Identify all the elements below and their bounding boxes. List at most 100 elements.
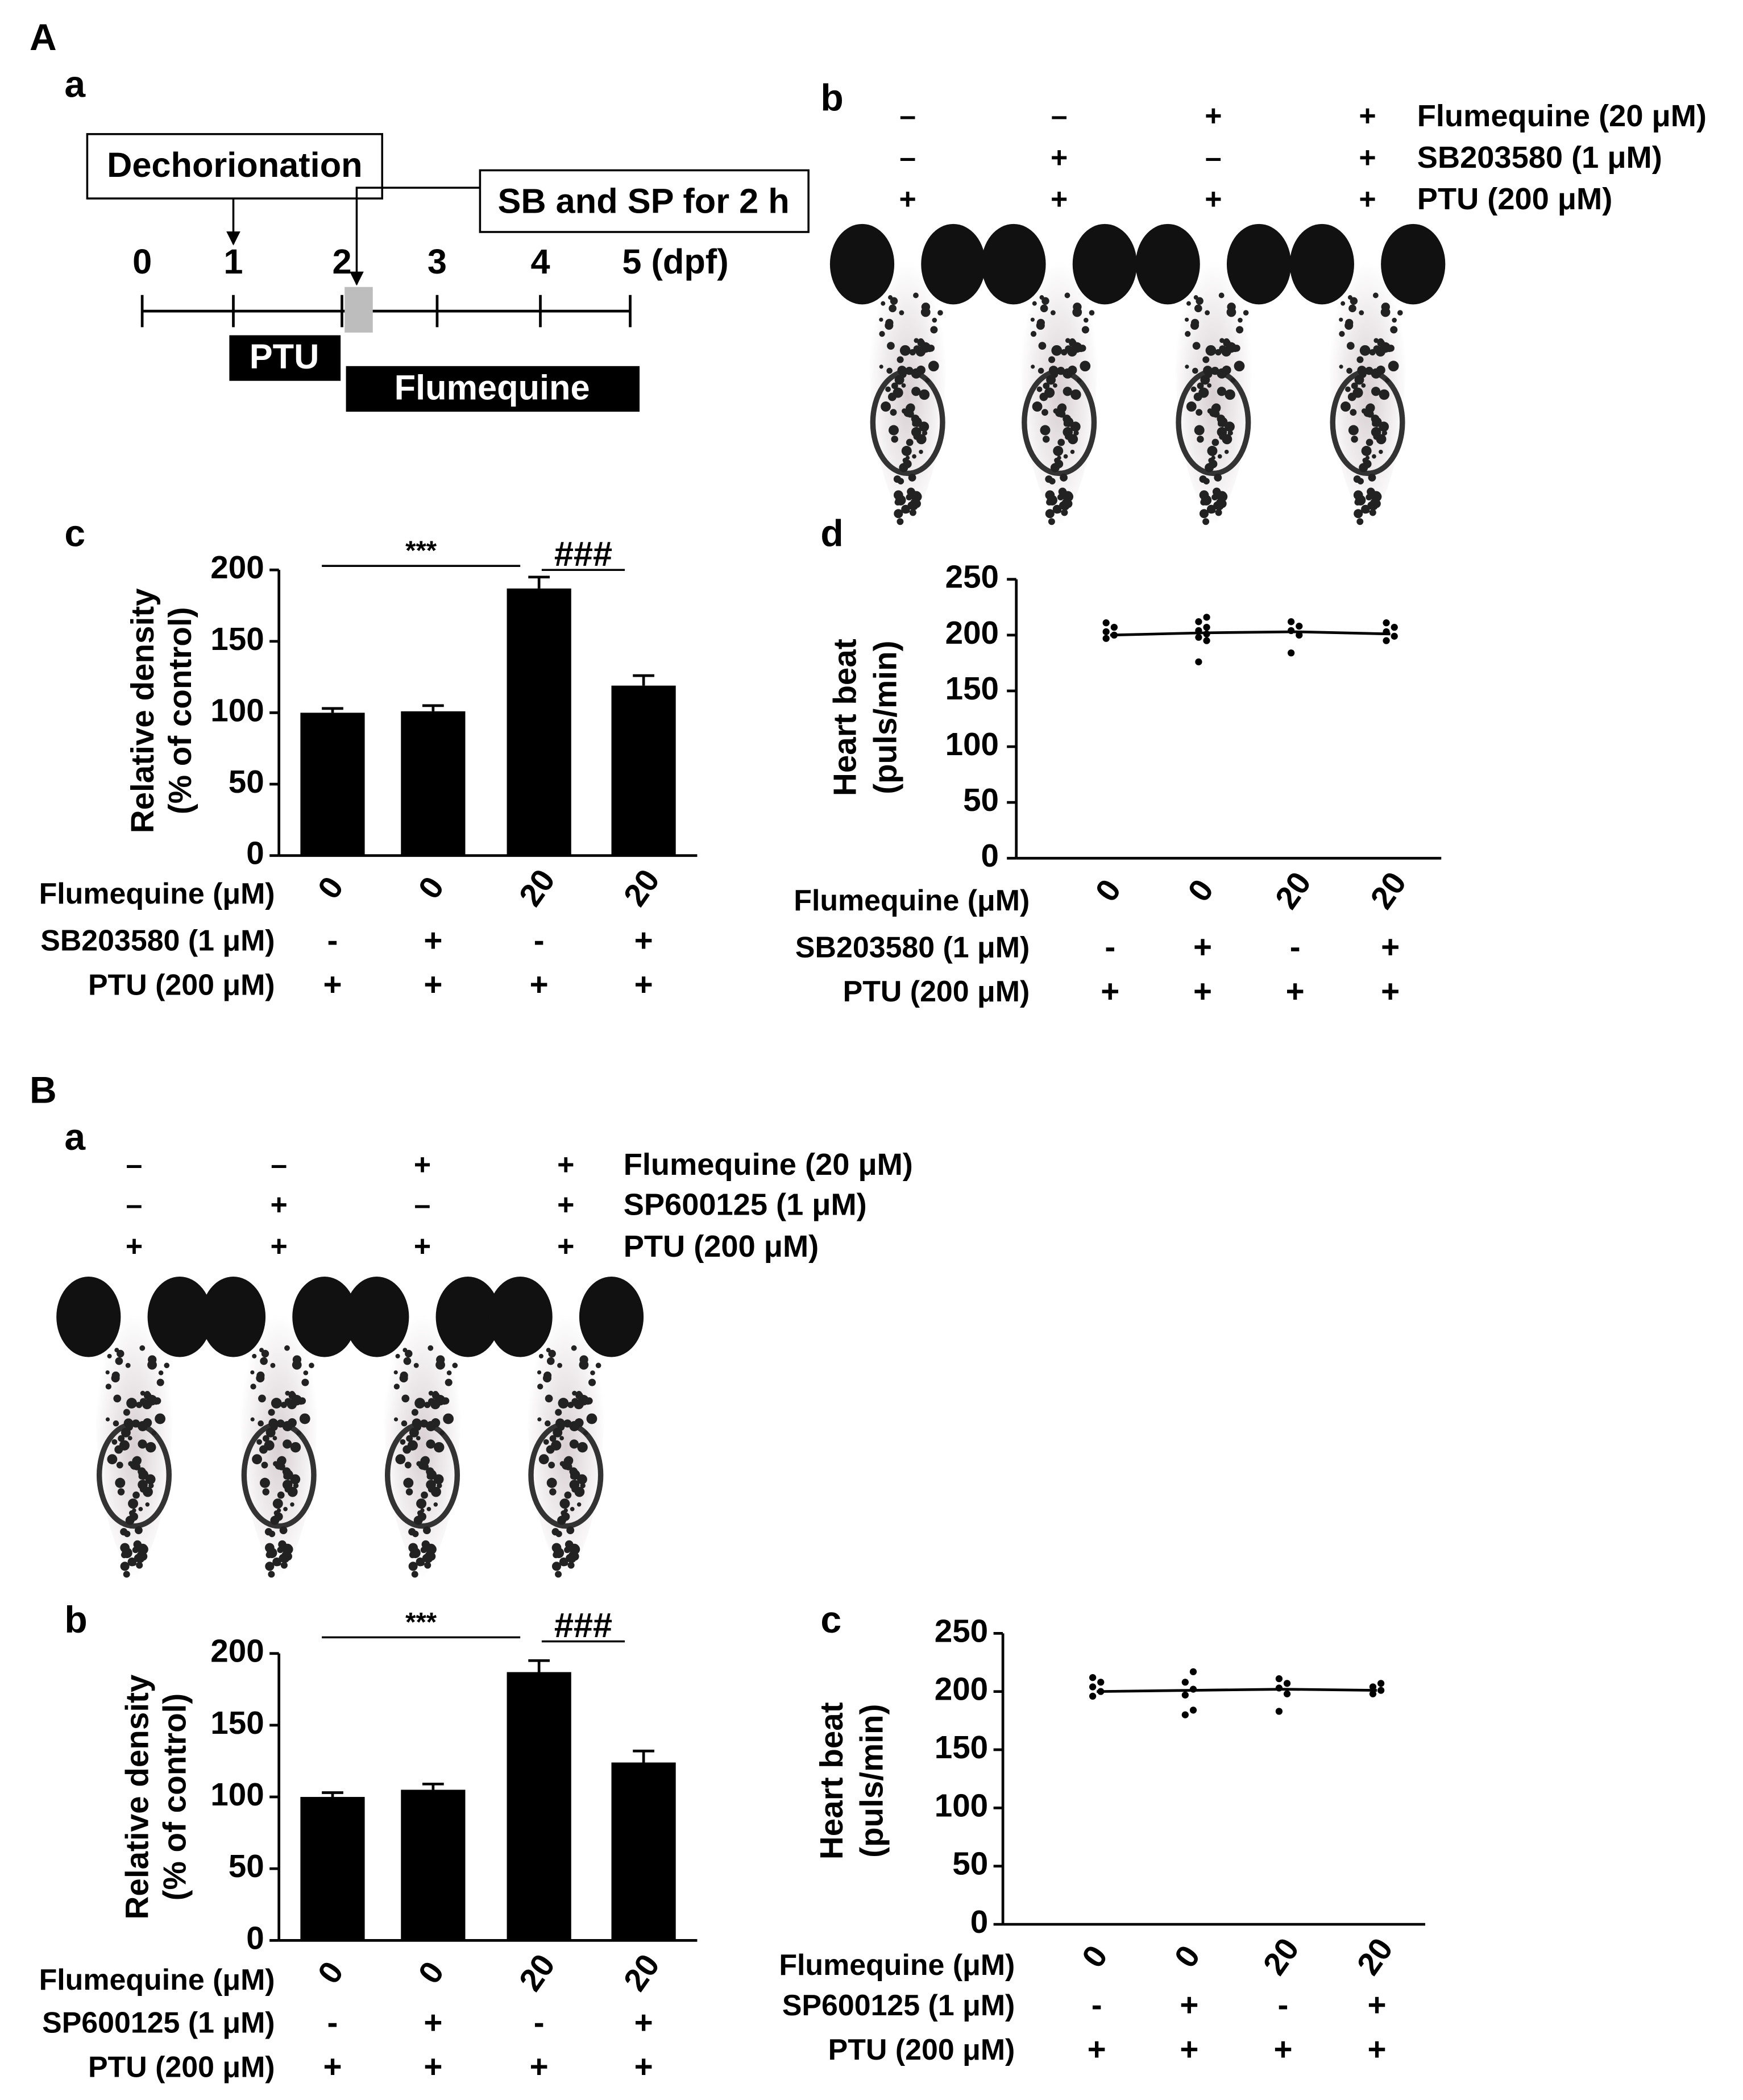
data-point <box>1377 1680 1385 1687</box>
treatment-sign: + <box>1359 182 1376 215</box>
condition-sign: + <box>634 2049 653 2085</box>
bar-label: PTU <box>250 337 319 376</box>
data-point <box>1203 637 1210 644</box>
condition-sign: + <box>530 2049 549 2085</box>
y-tick-label: 0 <box>970 1904 988 1940</box>
condition-sign: + <box>1381 973 1400 1009</box>
box-label: Dechorionation <box>107 145 363 184</box>
treatment-sign: – <box>899 99 916 132</box>
y-tick-label: 250 <box>945 559 999 595</box>
timeline-diagram: Dechorionation SB and SP for 2 h PTU Flu… <box>86 133 810 412</box>
condition-sign: + <box>424 922 442 958</box>
treatment-sign: + <box>414 1229 431 1262</box>
condition-sign: + <box>323 967 342 1003</box>
data-point <box>1275 1708 1283 1715</box>
condition-sign: + <box>634 967 653 1003</box>
y-tick-label: 100 <box>210 692 264 728</box>
bar <box>507 588 571 856</box>
y-tick-label: 200 <box>935 1671 988 1707</box>
panel-label: a <box>64 63 86 105</box>
bar-label: Flumequine <box>395 367 590 407</box>
mean-line <box>1097 1688 1377 1693</box>
x-tick-label: 20 <box>617 1948 667 1998</box>
x-tick-label: 20 <box>1256 1932 1306 1982</box>
x-tick-label: 0 <box>1075 1939 1115 1974</box>
data-point <box>1195 633 1202 641</box>
time-tick-label: 1 <box>223 242 243 281</box>
time-tick-label: 2 <box>332 242 351 281</box>
data-point <box>1181 1679 1189 1686</box>
bar <box>401 711 466 856</box>
condition-sign: + <box>323 2049 342 2085</box>
y-axis-label: Heart beat <box>827 639 863 796</box>
data-point <box>1283 1690 1291 1697</box>
ptu-bar <box>229 335 341 381</box>
y-tick-label: 50 <box>952 1846 988 1882</box>
significance-label: *** <box>405 535 437 565</box>
x-tick-label: 20 <box>512 863 562 913</box>
y-axis-label: (puls/min) <box>854 1704 890 1858</box>
data-point <box>1287 618 1295 626</box>
y-tick-label: 100 <box>210 1776 264 1812</box>
time-tick-label: 3 <box>428 242 447 281</box>
condition-sign: + <box>1088 2031 1106 2067</box>
y-tick-label: 150 <box>210 621 264 657</box>
condition-sign: + <box>634 2004 653 2040</box>
y-tick-label: 250 <box>935 1613 988 1648</box>
treatment-sign: + <box>1051 182 1068 215</box>
x-tick-label: 20 <box>1350 1932 1400 1982</box>
data-point <box>1296 623 1303 630</box>
condition-label: SB203580 (1 μM) <box>795 930 1030 963</box>
treatment-sign: + <box>1051 140 1068 173</box>
panel-label: a <box>64 1116 86 1158</box>
data-point <box>1097 1679 1105 1686</box>
box-label: SB and SP for 2 h <box>498 181 790 221</box>
data-point <box>1189 1668 1197 1676</box>
y-tick-label: 100 <box>935 1787 988 1823</box>
treatment-label: Flumequine (20 μM) <box>624 1148 913 1182</box>
larva-image <box>488 1277 644 1580</box>
condition-sign: + <box>1381 929 1400 965</box>
x-axis-label: Flumequine (μM) <box>794 884 1030 917</box>
y-tick-label: 200 <box>210 1633 264 1669</box>
data-point <box>1203 614 1210 621</box>
bar <box>300 1797 365 1941</box>
bar <box>507 1672 571 1941</box>
larva-image <box>1290 224 1446 527</box>
treatment-box <box>479 169 810 233</box>
treatment-sign: + <box>414 1148 431 1181</box>
data-point <box>1102 619 1110 627</box>
treatment-sign: + <box>1359 140 1376 173</box>
data-point <box>1189 1706 1197 1714</box>
y-tick-label: 50 <box>963 782 999 818</box>
treatment-sign: – <box>126 1148 143 1181</box>
y-tick-label: 150 <box>210 1705 264 1741</box>
condition-sign: - <box>534 2004 545 2040</box>
data-point <box>1391 632 1398 640</box>
condition-sign: + <box>634 922 653 958</box>
condition-sign: - <box>1092 1987 1102 2023</box>
y-axis-label: Relative density <box>125 588 160 833</box>
data-point <box>1195 618 1202 626</box>
x-tick-label: 0 <box>1088 873 1128 908</box>
condition-sign: + <box>1193 929 1212 965</box>
larva-image <box>1136 224 1292 527</box>
condition-sign: + <box>1273 2031 1292 2067</box>
data-point <box>1203 623 1210 631</box>
condition-sign: + <box>1101 973 1119 1009</box>
treatment-sign: – <box>271 1148 287 1181</box>
significance-label: ### <box>554 534 612 573</box>
treatment-label: Flumequine (20 μM) <box>1417 99 1707 133</box>
treatment-window <box>345 287 373 333</box>
x-tick-label: 0 <box>411 870 451 905</box>
data-point <box>1287 649 1295 657</box>
condition-sign: - <box>327 922 338 958</box>
data-point <box>1181 1711 1189 1718</box>
data-point <box>1089 1692 1097 1700</box>
data-point <box>1089 1674 1097 1681</box>
data-point <box>1102 635 1110 642</box>
treatment-sign: + <box>1205 182 1222 215</box>
treatment-sign: + <box>1205 99 1222 132</box>
data-point <box>1283 1680 1291 1687</box>
condition-label: SB203580 (1 μM) <box>40 924 275 957</box>
